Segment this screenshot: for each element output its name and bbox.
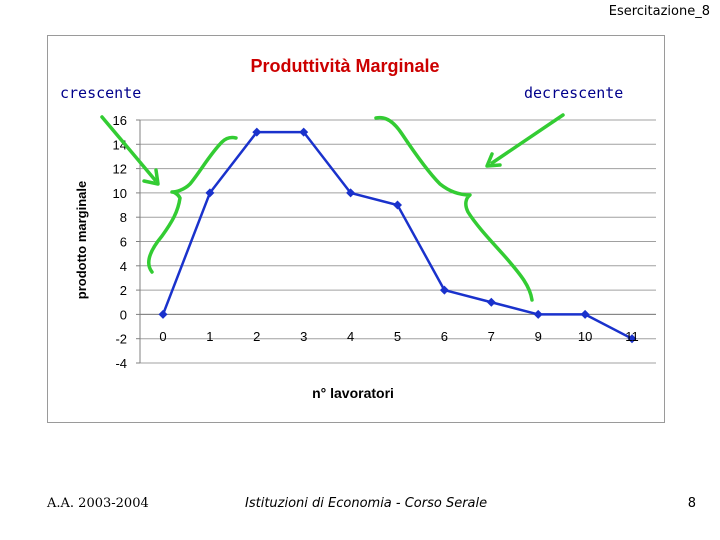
y-tick-label: 6 [120,235,127,250]
x-tick-label: 0 [159,329,166,344]
x-tick-label: 11 [625,329,639,344]
data-point [627,334,637,344]
x-tick-label: 6 [441,329,448,344]
annotation-decrescente: decrescente [524,84,624,102]
data-point [252,127,262,137]
series-layer [158,127,637,344]
chart-title: Produttività Marginale [250,56,439,76]
brace-crescente [147,135,238,274]
chart-frame [47,35,665,423]
x-tick-label: 7 [488,329,495,344]
arrow-decrescente-head [485,152,502,168]
data-point [393,200,402,210]
data-point [439,285,449,295]
footer-course: Istituzioni di Economia - Corso Serale [245,496,488,511]
data-point [299,127,309,137]
annotation-crescente: crescente [60,84,142,102]
y-tick-label: 10 [113,186,127,201]
y-tick-label: 8 [120,210,127,225]
x-tick-label: 4 [347,329,354,344]
y-tick-label: -2 [115,332,127,347]
arrow-crescente [100,115,157,182]
y-axis-title: prodotto marginale [74,181,89,299]
x-tick-label: 9 [535,329,542,344]
data-point [486,297,496,307]
x-axis-title: n° lavoratori [312,385,394,401]
series-line [161,130,633,340]
brace-decrescente [374,115,534,302]
y-tick-label: 12 [113,162,127,177]
data-point [533,309,543,319]
arrow-decrescente [490,113,565,165]
data-point [158,309,168,319]
y-tick-label: 0 [120,307,127,322]
x-tick-label: 10 [578,329,592,344]
footer-page-number: 8 [687,496,696,511]
footer-academic-year: A.A. 2003-2004 [47,496,149,511]
y-tick-label: 16 [113,113,127,128]
x-tick-label: 2 [253,329,260,344]
x-tick-label: 5 [394,329,401,344]
arrow-crescente-head [142,168,160,186]
x-tick-label: 1 [206,329,213,344]
annotation-arrows [100,113,565,302]
gridlines [140,119,656,364]
x-tick-label: 3 [300,329,307,344]
data-point [205,188,215,198]
data-point [580,309,590,319]
y-tick-label: -4 [115,356,127,371]
y-tick-label: 2 [120,283,127,298]
slide-header-label: Esercitazione_8 [608,4,710,19]
y-tick-label: 4 [120,259,127,274]
data-point [346,188,356,198]
